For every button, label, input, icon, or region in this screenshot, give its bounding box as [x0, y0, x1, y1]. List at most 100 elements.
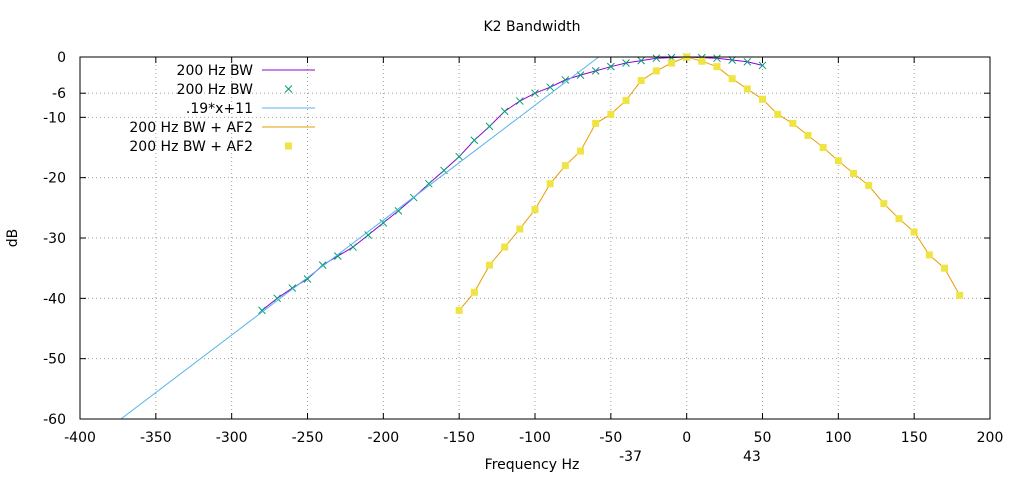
y-tick-label: -20: [43, 171, 66, 187]
data-point-cross: [743, 57, 752, 66]
data-point-cross-stroke: [440, 166, 448, 175]
data-point-cross: [531, 89, 539, 98]
data-point-cross-stroke: [606, 62, 615, 71]
data-point-square: [789, 119, 797, 127]
data-point-cross-stroke: [394, 206, 403, 215]
data-point-square: [516, 225, 524, 233]
data-point-cross-stroke: [303, 275, 312, 283]
data-point-cross-stroke: [713, 54, 721, 63]
plot-frame: [79, 56, 991, 420]
data-point-square: [895, 215, 903, 223]
data-point-square: [941, 264, 948, 272]
data-point-square: [865, 182, 873, 190]
legend-square-sample: [285, 142, 292, 150]
x-tick-label: 0: [682, 430, 691, 446]
legend-cross-stroke: [284, 85, 293, 93]
data-point-cross-stroke: [500, 107, 509, 116]
data-point-square: [925, 251, 933, 259]
legend-label: 200 Hz BW: [177, 82, 254, 98]
data-point-cross: [273, 294, 282, 303]
data-point-square: [577, 147, 584, 155]
series-line: [458, 56, 961, 311]
data-point-square: [486, 261, 493, 269]
data-point-cross-stroke: [561, 76, 570, 84]
x-tick-label: -250: [292, 430, 324, 446]
data-point-cross-stroke: [455, 152, 464, 161]
data-point-cross: [637, 56, 646, 65]
data-point-cross: [652, 54, 661, 63]
x-tick-label: -150: [443, 430, 475, 446]
legend-label: 200 Hz BW + AF2: [129, 120, 253, 136]
data-point-cross-stroke: [258, 306, 266, 315]
data-point-square: [652, 67, 660, 75]
data-point-square: [956, 291, 964, 299]
x-tick-label: 150: [901, 430, 928, 446]
data-point-cross-stroke: [379, 219, 388, 227]
data-point-square: [561, 162, 569, 170]
data-point-cross-stroke: [728, 56, 737, 64]
data-point-square: [546, 180, 554, 188]
data-point-square: [850, 169, 857, 177]
y-tick-label: -60: [43, 412, 66, 428]
data-point-cross-stroke: [652, 54, 661, 63]
data-point-cross: [424, 179, 433, 188]
data-point-cross: [379, 219, 388, 227]
data-point-square: [668, 59, 675, 67]
data-point-cross: [515, 97, 524, 105]
x-tick-label: -100: [519, 430, 551, 446]
data-point-cross-stroke: [424, 179, 433, 188]
series-line: [261, 56, 763, 311]
data-point-cross-stroke: [743, 57, 752, 66]
data-point-cross-stroke: [470, 136, 479, 145]
y-tick-label: -6: [52, 86, 66, 102]
data-point-square: [880, 200, 888, 208]
data-point-cross-stroke: [637, 56, 646, 65]
data-point-square: [637, 77, 645, 85]
data-point-cross: [470, 136, 479, 145]
data-point-cross-stroke: [576, 71, 585, 79]
data-point-square: [622, 96, 630, 104]
data-point-cross-stroke: [622, 59, 630, 67]
data-point-cross: [728, 56, 737, 64]
x-axis-label: Frequency Hz: [485, 457, 580, 473]
data-point-cross: [561, 76, 570, 84]
data-point-square: [910, 228, 918, 236]
data-point-square: [743, 85, 751, 93]
data-point-cross: [394, 206, 403, 215]
data-point-square: [834, 157, 842, 165]
y-axis-label: dB: [5, 229, 21, 248]
data-point-cross: [500, 107, 509, 116]
data-point-cross-stroke: [485, 122, 494, 131]
data-point-square: [455, 306, 463, 314]
data-point-cross-stroke: [349, 243, 357, 251]
series-line: [120, 56, 600, 420]
data-point-cross-stroke: [546, 83, 555, 92]
y-tick-label: -30: [43, 231, 66, 247]
y-tick-label: -50: [43, 352, 66, 368]
x-tick-label: 100: [825, 430, 852, 446]
data-point-square: [501, 243, 509, 251]
x-tick-label: 50: [754, 430, 772, 446]
data-point-cross: [606, 62, 615, 71]
data-point-cross-stroke: [273, 294, 282, 303]
x-tick-label: -50: [599, 430, 622, 446]
legend-label: .19*x+11: [186, 101, 253, 117]
data-point-cross-stroke: [531, 89, 539, 98]
data-point-cross: [258, 306, 266, 315]
data-point-square: [759, 95, 766, 103]
data-point-square: [713, 63, 721, 71]
data-point-cross: [713, 54, 721, 63]
x-extra-tick-label: 43: [743, 449, 761, 465]
y-tick-label: 0: [57, 50, 66, 66]
data-point-cross: [333, 252, 342, 260]
x-tick-label: -300: [216, 430, 248, 446]
data-point-cross-stroke: [333, 252, 342, 260]
data-point-square: [698, 57, 706, 65]
data-point-cross: [546, 83, 555, 92]
legend-label: 200 Hz BW: [177, 63, 254, 79]
data-point-square: [531, 206, 539, 214]
y-tick-label: -40: [43, 291, 66, 307]
data-point-cross: [622, 59, 630, 67]
x-tick-label: -350: [140, 430, 172, 446]
